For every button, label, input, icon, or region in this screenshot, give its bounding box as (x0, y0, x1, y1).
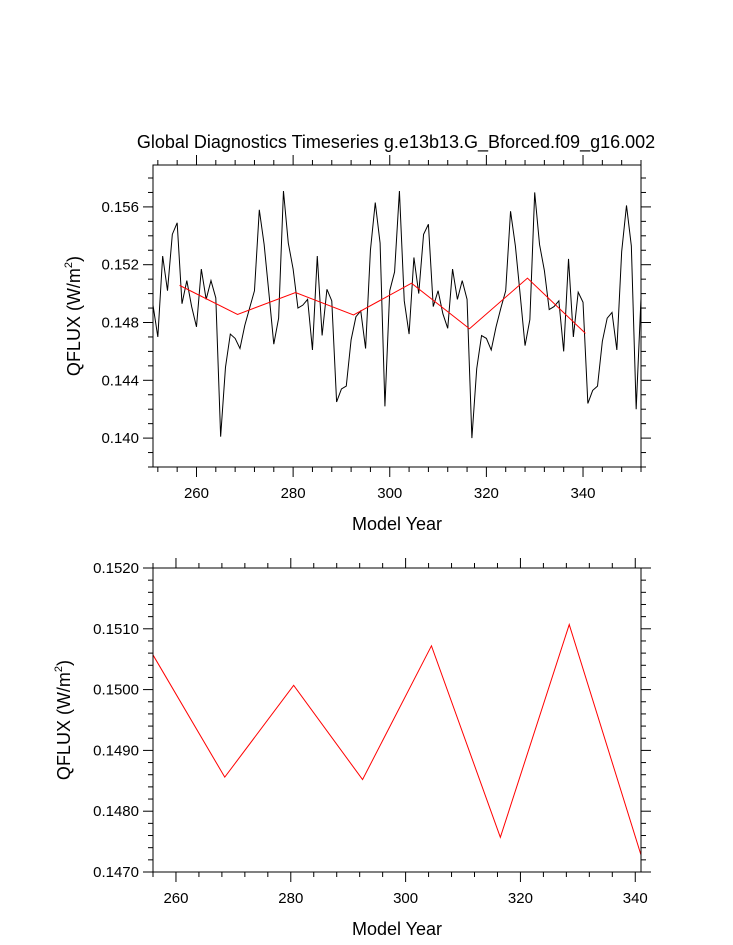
x-tick-label: 340 (623, 890, 648, 907)
red-series-line (179, 277, 586, 334)
x-tick-label: 300 (393, 890, 418, 907)
bottom-panel-frame (152, 567, 642, 873)
top-panel-x-axis-label: Model Year (352, 514, 442, 534)
y-tick-label: 0.1510 (93, 621, 139, 638)
y-tick-label: 0.140 (101, 430, 139, 447)
figure-title: Global Diagnostics Timeseries g.e13b13.G… (137, 132, 655, 153)
red-series-line (152, 622, 642, 856)
top-panel-y-axis-label-close: ) (64, 256, 84, 262)
top-panel-minor-ticks (148, 160, 646, 472)
bottom-panel-major-ticks (143, 558, 651, 882)
bottom-panel-tick-labels: 260 280 300 320 340 0.1470 0.1480 0.1490 0.1500 0… (93, 560, 648, 907)
y-tick-label: 0.144 (101, 372, 139, 389)
x-tick-label: 280 (281, 485, 306, 502)
top-panel-y-axis-label-main: QFLUX (W/m (64, 268, 84, 376)
top-panel-frame (152, 164, 642, 468)
y-tick-label: 0.1520 (93, 560, 139, 577)
y-tick-label: 0.156 (101, 199, 139, 216)
top-panel-y-axis-label-sup: 2 (63, 262, 75, 268)
x-tick-label: 320 (508, 890, 533, 907)
bottom-panel-y-axis-label-close: ) (54, 660, 74, 666)
top-panel: 260 280 300 320 340 0.140 0.144 0.148 0.152 0.156… (63, 155, 651, 534)
y-tick-label: 0.1490 (93, 742, 139, 759)
y-tick-label: 0.1500 (93, 682, 139, 699)
top-panel-tick-labels: 260 280 300 320 340 0.140 0.144 0.148 0.152 0.156 (101, 199, 595, 502)
y-tick-label: 0.1480 (93, 803, 139, 820)
x-tick-label: 280 (278, 890, 303, 907)
x-tick-label: 300 (377, 485, 402, 502)
x-tick-label: 260 (184, 485, 209, 502)
top-panel-y-axis-label: QFLUX (W/m2) (63, 256, 84, 376)
top-panel-major-ticks (143, 155, 651, 477)
x-tick-label: 340 (571, 485, 596, 502)
top-panel-lines (152, 190, 642, 439)
bottom-panel-y-axis-label: QFLUX (W/m2) (53, 660, 74, 780)
bottom-panel: 260 280 300 320 340 0.1470 0.1480 0.1490 0.1500 0… (53, 558, 651, 939)
y-tick-label: 0.148 (101, 315, 139, 332)
bottom-panel-lines (152, 622, 642, 856)
x-tick-label: 320 (474, 485, 499, 502)
bottom-panel-y-axis-label-main: QFLUX (W/m (54, 672, 74, 780)
x-tick-label: 260 (163, 890, 188, 907)
y-tick-label: 0.1470 (93, 864, 139, 881)
bottom-panel-y-axis-label-sup: 2 (53, 666, 65, 672)
black-series-line (152, 190, 642, 439)
y-tick-label: 0.152 (101, 257, 139, 274)
bottom-panel-x-axis-label: Model Year (352, 919, 442, 939)
bottom-panel-minor-ticks (148, 563, 646, 877)
